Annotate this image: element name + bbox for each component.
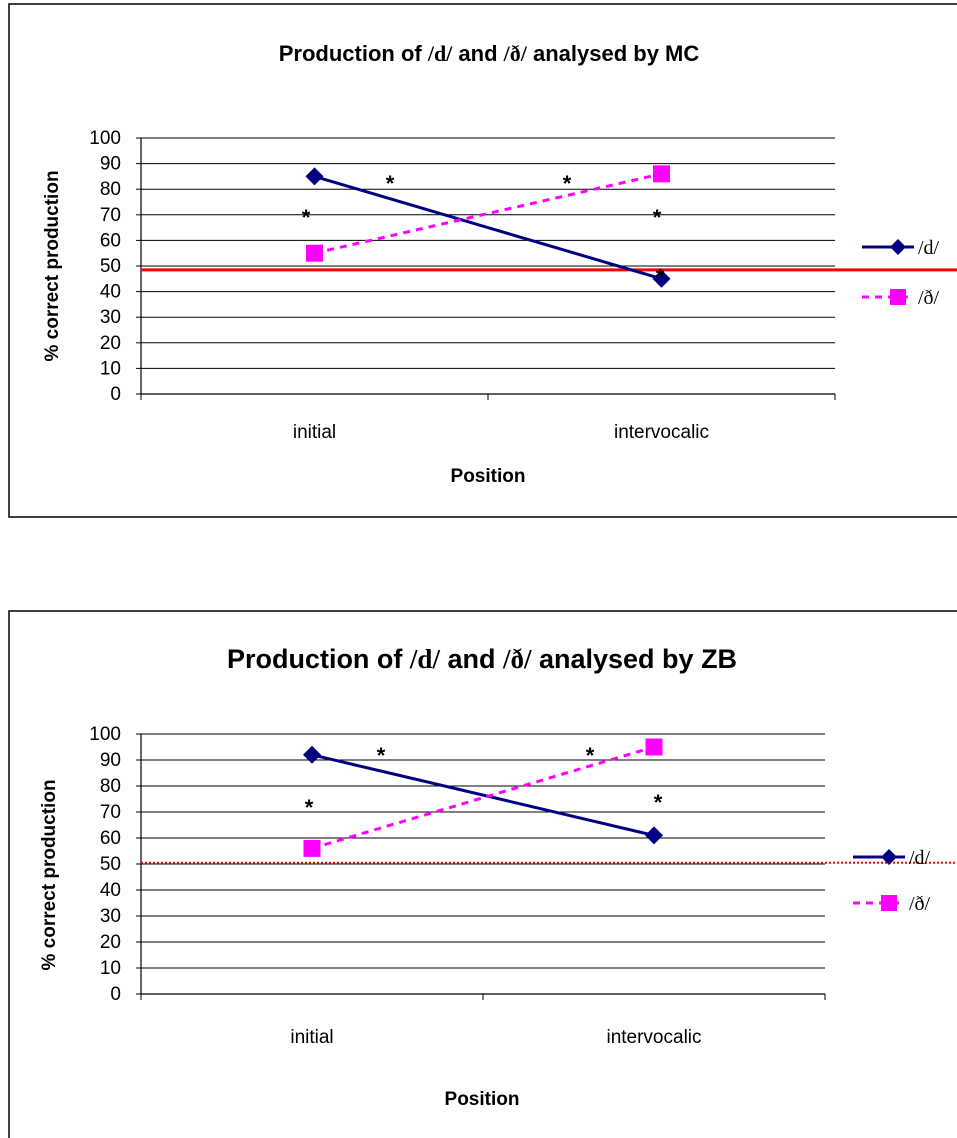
chart-2-y-axis-label: % correct production xyxy=(39,779,60,970)
legend-label: /d/ xyxy=(909,847,931,869)
y-tick-label: 30 xyxy=(100,906,121,927)
y-tick-label: 50 xyxy=(100,256,121,277)
chart-2-series xyxy=(141,738,957,864)
x-tick-label: initial xyxy=(293,422,336,443)
data-point-square xyxy=(653,165,670,183)
chart-2-frame xyxy=(8,610,957,1138)
y-tick-label: 30 xyxy=(100,307,121,328)
chart-2-significance-marks: * * * * xyxy=(305,743,663,820)
chart-1-star-mark: * xyxy=(656,264,665,289)
y-tick-label: 70 xyxy=(100,802,121,823)
chart-2-title: Production of /d/ and /ð/ analysed by ZB xyxy=(227,644,737,674)
y-tick-label: 100 xyxy=(89,128,121,149)
data-point-diamond xyxy=(303,745,321,764)
chart-1-y-ticks: 0 10 20 30 40 50 60 70 80 90 100 xyxy=(89,128,142,405)
x-tick-label: initial xyxy=(290,1027,333,1048)
x-tick-label: intervocalic xyxy=(606,1027,701,1048)
y-tick-label: 20 xyxy=(100,932,121,953)
y-tick-label: 20 xyxy=(100,333,121,354)
chart-2-gridlines xyxy=(141,733,825,969)
y-tick-label: 40 xyxy=(100,880,121,901)
legend-label: /d/ xyxy=(918,237,940,259)
chart-1-star-mark: * xyxy=(563,171,572,196)
data-point-square xyxy=(303,839,321,857)
chart-2-x-ticks: initial intervocalic xyxy=(140,993,826,1048)
data-point-square xyxy=(306,244,323,262)
chart-1-series xyxy=(141,165,957,288)
chart-1-star-mark: * xyxy=(386,171,395,196)
chart-1-x-ticks: initial intervocalic xyxy=(140,393,836,443)
x-tick-label: intervocalic xyxy=(614,422,709,443)
chart-2: Production of /d/ and /ð/ analysed by ZB… xyxy=(8,610,957,1138)
y-tick-label: 60 xyxy=(100,828,121,849)
chart-2-legend: /d/ /ð/ xyxy=(853,847,931,915)
series-line xyxy=(314,174,662,281)
series-line xyxy=(311,753,655,837)
y-tick-label: 60 xyxy=(100,230,121,251)
legend-marker-diamond xyxy=(881,849,897,865)
y-tick-label: 80 xyxy=(100,776,121,797)
chart-1-legend: /d/ /ð/ xyxy=(862,237,940,309)
data-point-diamond xyxy=(652,269,671,288)
y-tick-label: 50 xyxy=(100,854,121,875)
y-tick-label: 90 xyxy=(100,154,121,175)
chart-2-x-axis-label: Position xyxy=(445,1089,520,1110)
chart-1-star-mark: * xyxy=(302,205,311,230)
y-tick-label: 70 xyxy=(100,205,121,226)
y-tick-label: 40 xyxy=(100,282,121,303)
legend-label: /ð/ xyxy=(909,893,931,915)
legend-label: /ð/ xyxy=(918,287,940,309)
chart-1-frame xyxy=(8,3,957,518)
chart-2-star-mark: * xyxy=(586,743,595,768)
legend-marker-square xyxy=(881,895,897,911)
y-tick-label: 0 xyxy=(110,384,121,405)
chart-1-title: Production of /d/ and /ð/ analysed by MC xyxy=(279,41,700,66)
chart-2-star-mark: * xyxy=(377,743,386,768)
chart-2-star-mark: * xyxy=(654,790,663,815)
chart-1-x-axis-label: Position xyxy=(451,466,526,487)
y-tick-label: 90 xyxy=(100,750,121,771)
data-point-square xyxy=(645,738,663,756)
legend-marker-square xyxy=(890,289,906,305)
chart-1-significance-marks: * * * * * xyxy=(302,171,665,289)
data-point-diamond xyxy=(305,167,324,186)
y-tick-label: 80 xyxy=(100,179,121,200)
chart-1: Production of /d/ and /ð/ analysed by MC… xyxy=(8,3,957,518)
chart-1-star-mark: * xyxy=(653,205,662,230)
y-tick-label: 10 xyxy=(100,958,121,979)
legend-marker-diamond xyxy=(890,239,906,255)
chart-1-gridlines xyxy=(141,137,835,369)
y-tick-label: 0 xyxy=(110,984,121,1005)
y-tick-label: 100 xyxy=(89,724,121,745)
chart-2-star-mark: * xyxy=(305,795,314,820)
chart-1-y-axis-label: % correct production xyxy=(42,170,63,361)
data-point-diamond xyxy=(645,826,663,845)
y-tick-label: 10 xyxy=(100,358,121,379)
chart-2-y-ticks: 0 10 20 30 40 50 60 70 80 90 100 xyxy=(89,724,142,1005)
